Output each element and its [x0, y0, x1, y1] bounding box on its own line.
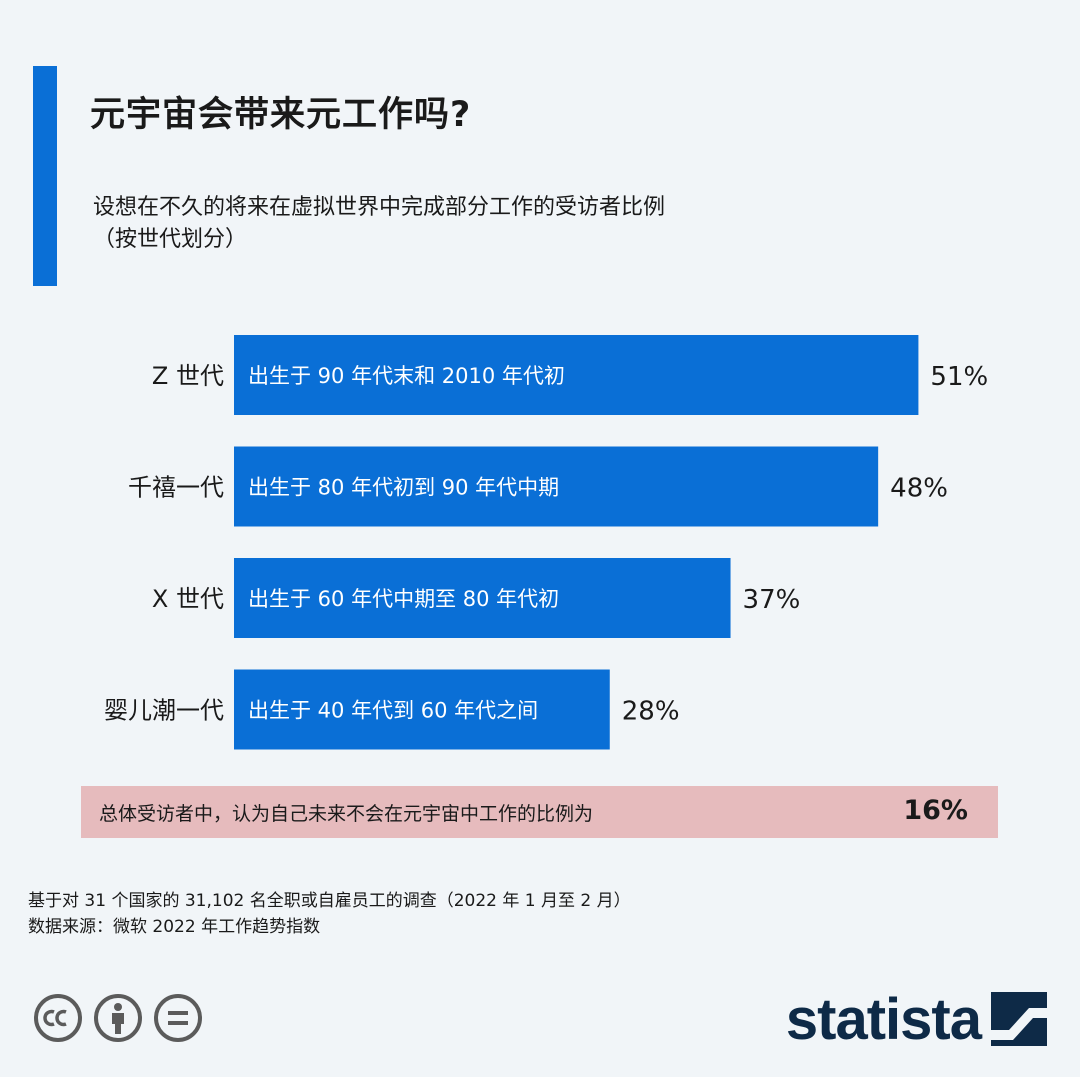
callout-value: 16%	[903, 795, 968, 826]
category-label: X 世代	[152, 585, 224, 613]
brand-wordmark: statista	[785, 986, 982, 1052]
bar-description-label: 出生于 60 年代中期至 80 年代初	[248, 587, 559, 611]
accent-bar	[33, 66, 57, 286]
callout-text: 总体受访者中，认为自己未来不会在元宇宙中工作的比例为	[99, 803, 594, 825]
subtitle-line-2: （按世代划分）	[93, 227, 248, 252]
category-label: 婴儿潮一代	[104, 697, 224, 725]
chart-title: 元宇宙会带来元工作吗?	[90, 95, 472, 135]
bar-chart: Z 世代 出生于 90 年代末和 2010 年代初 51% 千禧一代 出生于 80 年代…	[104, 335, 988, 750]
value-label: 37%	[743, 585, 801, 615]
bar-description-label: 出生于 90 年代末和 2010 年代初	[248, 364, 565, 388]
footnote: 基于对 31 个国家的 31,102 名全职或自雇员工的调查（2022 年 1 …	[28, 888, 631, 940]
source-note: 数据来源：微软 2022 年工作趋势指数	[28, 917, 321, 937]
bar-description-label: 出生于 80 年代初到 90 年代中期	[248, 476, 559, 500]
bar-group: 千禧一代 出生于 80 年代初到 90 年代中期 48%	[128, 446, 948, 527]
statista-brand: statista	[786, 984, 1047, 1054]
category-label: Z 世代	[152, 362, 224, 390]
summary-callout: 总体受访者中，认为自己未来不会在元宇宙中工作的比例为 16%	[81, 786, 998, 838]
attribution-icon[interactable]	[93, 993, 143, 1043]
bar	[234, 558, 731, 638]
creative-commons-icon[interactable]	[33, 993, 83, 1043]
category-label: 千禧一代	[128, 474, 224, 502]
subtitle-line-1: 设想在不久的将来在虚拟世界中完成部分工作的受访者比例	[93, 195, 666, 220]
bar-description-label: 出生于 40 年代到 60 年代之间	[248, 699, 538, 723]
bar-group: 婴儿潮一代 出生于 40 年代到 60 年代之间 28%	[104, 669, 680, 750]
bar	[234, 446, 879, 527]
license-icons	[33, 993, 203, 1047]
bar-group: X 世代 出生于 60 年代中期至 80 年代初 37%	[152, 558, 800, 638]
bar	[234, 669, 610, 750]
value-label: 51%	[930, 362, 988, 392]
value-label: 48%	[890, 474, 948, 504]
bar	[234, 335, 919, 415]
chart-subtitle: 设想在不久的将来在虚拟世界中完成部分工作的受访者比例 （按世代划分）	[93, 192, 853, 256]
bar-group: Z 世代 出生于 90 年代末和 2010 年代初 51%	[152, 335, 988, 415]
survey-note: 基于对 31 个国家的 31,102 名全职或自雇员工的调查（2022 年 1 …	[28, 891, 631, 911]
value-label: 28%	[622, 697, 680, 727]
no-derivatives-icon[interactable]	[153, 993, 203, 1043]
statista-logo-icon	[991, 992, 1047, 1046]
